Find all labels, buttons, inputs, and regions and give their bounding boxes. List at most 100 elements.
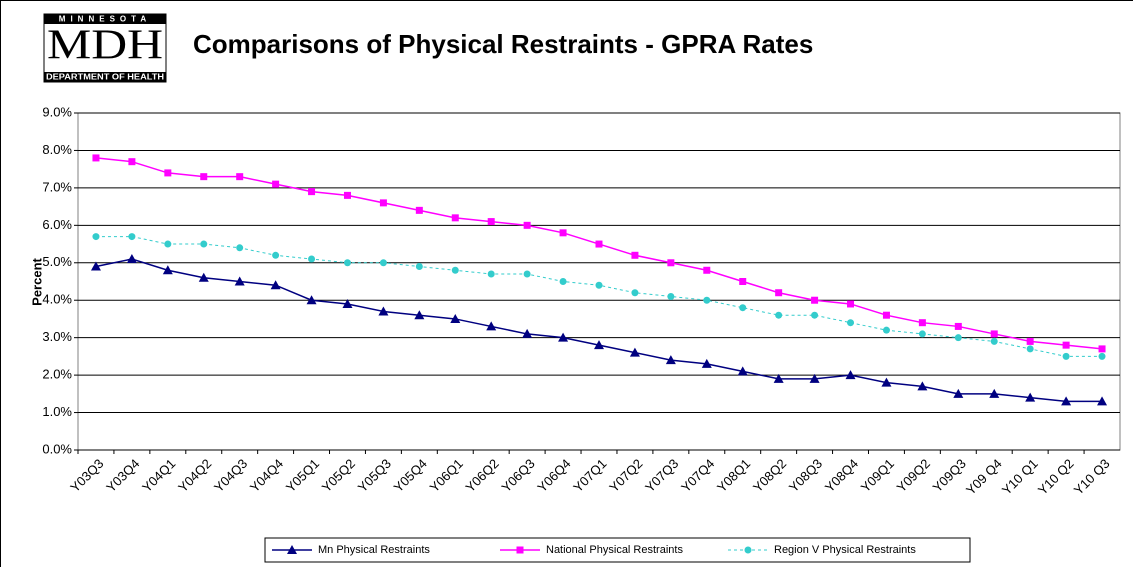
marker bbox=[92, 154, 100, 162]
marker bbox=[773, 373, 784, 383]
marker bbox=[1098, 345, 1106, 353]
marker bbox=[631, 251, 639, 259]
marker bbox=[558, 332, 569, 342]
marker bbox=[739, 278, 747, 285]
marker bbox=[128, 233, 136, 241]
marker bbox=[200, 240, 208, 248]
marker bbox=[594, 340, 604, 350]
marker bbox=[559, 229, 567, 237]
marker bbox=[1098, 352, 1106, 360]
y-tick-label: 1.0% bbox=[42, 404, 72, 419]
marker bbox=[701, 358, 712, 368]
y-tick-label: 7.0% bbox=[42, 179, 72, 194]
legend-label: Region V Physical Restraints bbox=[774, 544, 916, 556]
marker bbox=[1025, 392, 1036, 402]
y-tick-label: 9.0% bbox=[42, 104, 72, 119]
y-tick-label: 0.0% bbox=[42, 441, 72, 456]
marker bbox=[882, 311, 890, 319]
marker bbox=[918, 330, 926, 338]
logo: MINNESOTA MDH DEPARTMENT OF HEALTH bbox=[43, 13, 167, 83]
marker bbox=[236, 173, 244, 181]
y-tick-label: 5.0% bbox=[42, 254, 72, 269]
marker bbox=[595, 281, 603, 289]
marker bbox=[523, 270, 531, 278]
legend-label: National Physical Restraints bbox=[546, 544, 683, 556]
marker bbox=[775, 311, 783, 319]
marker bbox=[415, 263, 423, 271]
logo-main: MDH bbox=[47, 23, 163, 69]
marker bbox=[990, 337, 998, 345]
marker bbox=[308, 188, 316, 196]
logo-bottom: DEPARTMENT OF HEALTH bbox=[46, 73, 164, 82]
marker bbox=[744, 546, 752, 554]
marker bbox=[523, 221, 531, 229]
marker bbox=[200, 173, 208, 181]
marker bbox=[737, 366, 748, 376]
legend-box bbox=[264, 537, 971, 563]
marker bbox=[379, 199, 387, 207]
legend-label: Mn Physical Restraints bbox=[318, 544, 430, 556]
marker bbox=[343, 259, 351, 267]
y-tick-label: 3.0% bbox=[42, 329, 72, 344]
marker bbox=[343, 191, 351, 199]
marker bbox=[234, 276, 245, 286]
marker bbox=[954, 334, 962, 342]
logo-band bbox=[44, 14, 166, 24]
marker bbox=[665, 355, 676, 365]
marker bbox=[487, 218, 495, 226]
marker bbox=[1026, 337, 1034, 345]
marker bbox=[236, 244, 244, 252]
marker bbox=[164, 169, 172, 177]
marker bbox=[198, 272, 209, 282]
marker bbox=[847, 319, 855, 327]
marker bbox=[1026, 345, 1034, 353]
marker bbox=[1062, 341, 1070, 349]
marker bbox=[917, 381, 928, 391]
y-tick-label: 2.0% bbox=[42, 367, 72, 382]
logo-box bbox=[43, 13, 167, 83]
y-tick-label: 4.0% bbox=[42, 292, 72, 307]
marker bbox=[306, 295, 317, 305]
y-tick-label: 6.0% bbox=[42, 217, 72, 232]
marker bbox=[739, 304, 747, 312]
marker bbox=[847, 300, 855, 308]
marker bbox=[451, 266, 459, 274]
marker bbox=[918, 319, 926, 327]
marker bbox=[1097, 396, 1108, 406]
marker bbox=[272, 251, 280, 259]
marker bbox=[308, 255, 316, 263]
marker bbox=[92, 233, 100, 241]
marker bbox=[415, 206, 423, 214]
marker bbox=[126, 254, 137, 264]
marker bbox=[342, 298, 353, 308]
marker bbox=[1061, 396, 1072, 406]
marker bbox=[631, 289, 639, 297]
y-axis-label: Percent bbox=[29, 257, 44, 305]
chart-title: Comparisons of Physical Restraints - GPR… bbox=[193, 29, 813, 59]
marker bbox=[703, 266, 711, 274]
marker bbox=[270, 280, 281, 290]
marker bbox=[954, 322, 962, 330]
marker bbox=[516, 546, 524, 554]
marker bbox=[989, 388, 1000, 398]
marker bbox=[559, 278, 567, 285]
marker bbox=[128, 158, 136, 166]
logo-top: MINNESOTA bbox=[59, 15, 151, 24]
marker bbox=[90, 261, 101, 271]
marker bbox=[164, 240, 172, 248]
marker bbox=[487, 270, 495, 278]
marker bbox=[287, 545, 297, 554]
marker bbox=[486, 321, 497, 331]
marker bbox=[845, 370, 856, 380]
y-tick-label: 8.0% bbox=[42, 142, 72, 157]
marker bbox=[629, 347, 640, 357]
marker bbox=[450, 313, 461, 323]
logo-band bbox=[44, 72, 166, 82]
marker bbox=[882, 326, 890, 334]
marker bbox=[162, 265, 173, 275]
marker bbox=[775, 289, 783, 297]
marker bbox=[667, 259, 675, 267]
marker bbox=[414, 310, 425, 320]
marker bbox=[667, 292, 675, 300]
